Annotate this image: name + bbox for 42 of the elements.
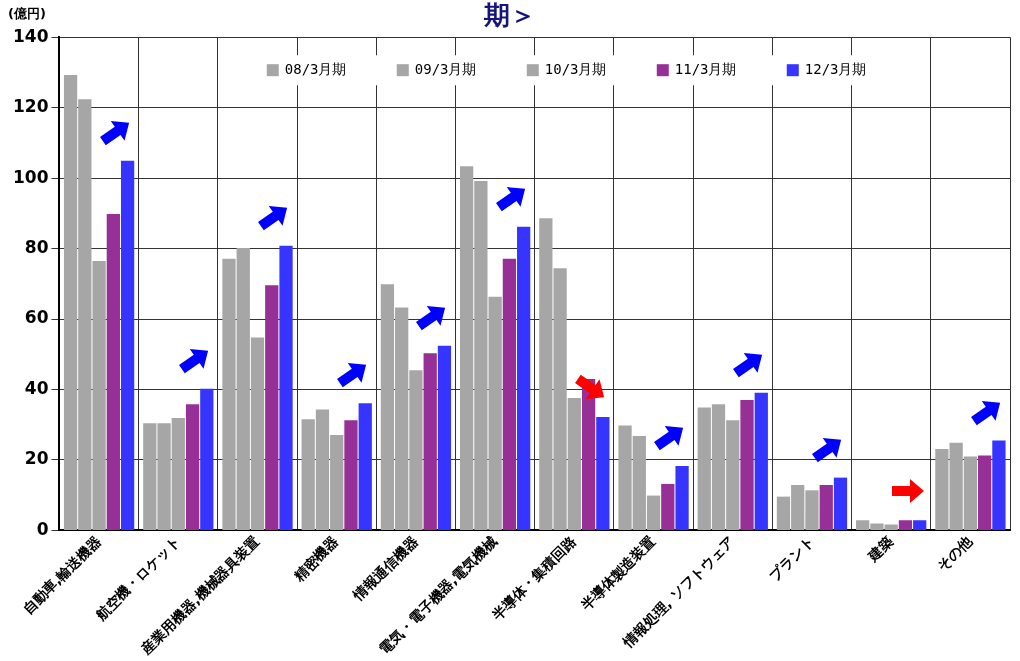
bar: [200, 388, 214, 530]
bar: [423, 353, 437, 530]
y-axis-title: (億円): [8, 6, 46, 22]
bar: [106, 214, 120, 530]
bar: [978, 455, 992, 530]
x-tick-label: その他: [934, 532, 976, 574]
legend-label: 10/3月期: [544, 60, 607, 77]
bar: [675, 465, 689, 530]
y-tick-label: 120: [12, 96, 49, 117]
bar: [437, 345, 452, 530]
chart-title: 期＞: [483, 0, 536, 31]
bar: [265, 285, 279, 530]
bar: [185, 404, 200, 530]
bar: [819, 485, 833, 530]
legend-label: 08/3月期: [284, 60, 347, 77]
bar: [661, 483, 675, 530]
bar: [596, 417, 610, 530]
y-tick-label: 60: [24, 307, 49, 328]
bar: [517, 226, 531, 530]
bar: [740, 400, 754, 530]
legend-label: 09/3月期: [414, 60, 477, 77]
legend-label: 12/3月期: [804, 60, 867, 77]
bar: [913, 520, 927, 530]
y-tick-label: 20: [24, 448, 49, 469]
x-tick-label: 建築: [864, 532, 896, 565]
y-tick-label: 40: [24, 377, 49, 398]
legend-label: 11/3月期: [674, 60, 737, 77]
x-tick-label: プラント: [765, 532, 817, 584]
y-tick-label: 140: [12, 25, 49, 46]
bar: [120, 160, 135, 530]
bar: [344, 420, 358, 530]
bar: [992, 440, 1006, 530]
bar: [502, 258, 517, 530]
y-tick-label: 0: [36, 518, 49, 539]
bar: [279, 245, 293, 530]
y-tick-label: 80: [24, 237, 49, 258]
bar: [358, 403, 372, 530]
bar: [898, 520, 913, 530]
y-tick-label: 100: [12, 166, 49, 187]
bar: [754, 392, 768, 530]
x-tick-label: 精密機器: [289, 532, 342, 585]
bar: [833, 477, 848, 530]
